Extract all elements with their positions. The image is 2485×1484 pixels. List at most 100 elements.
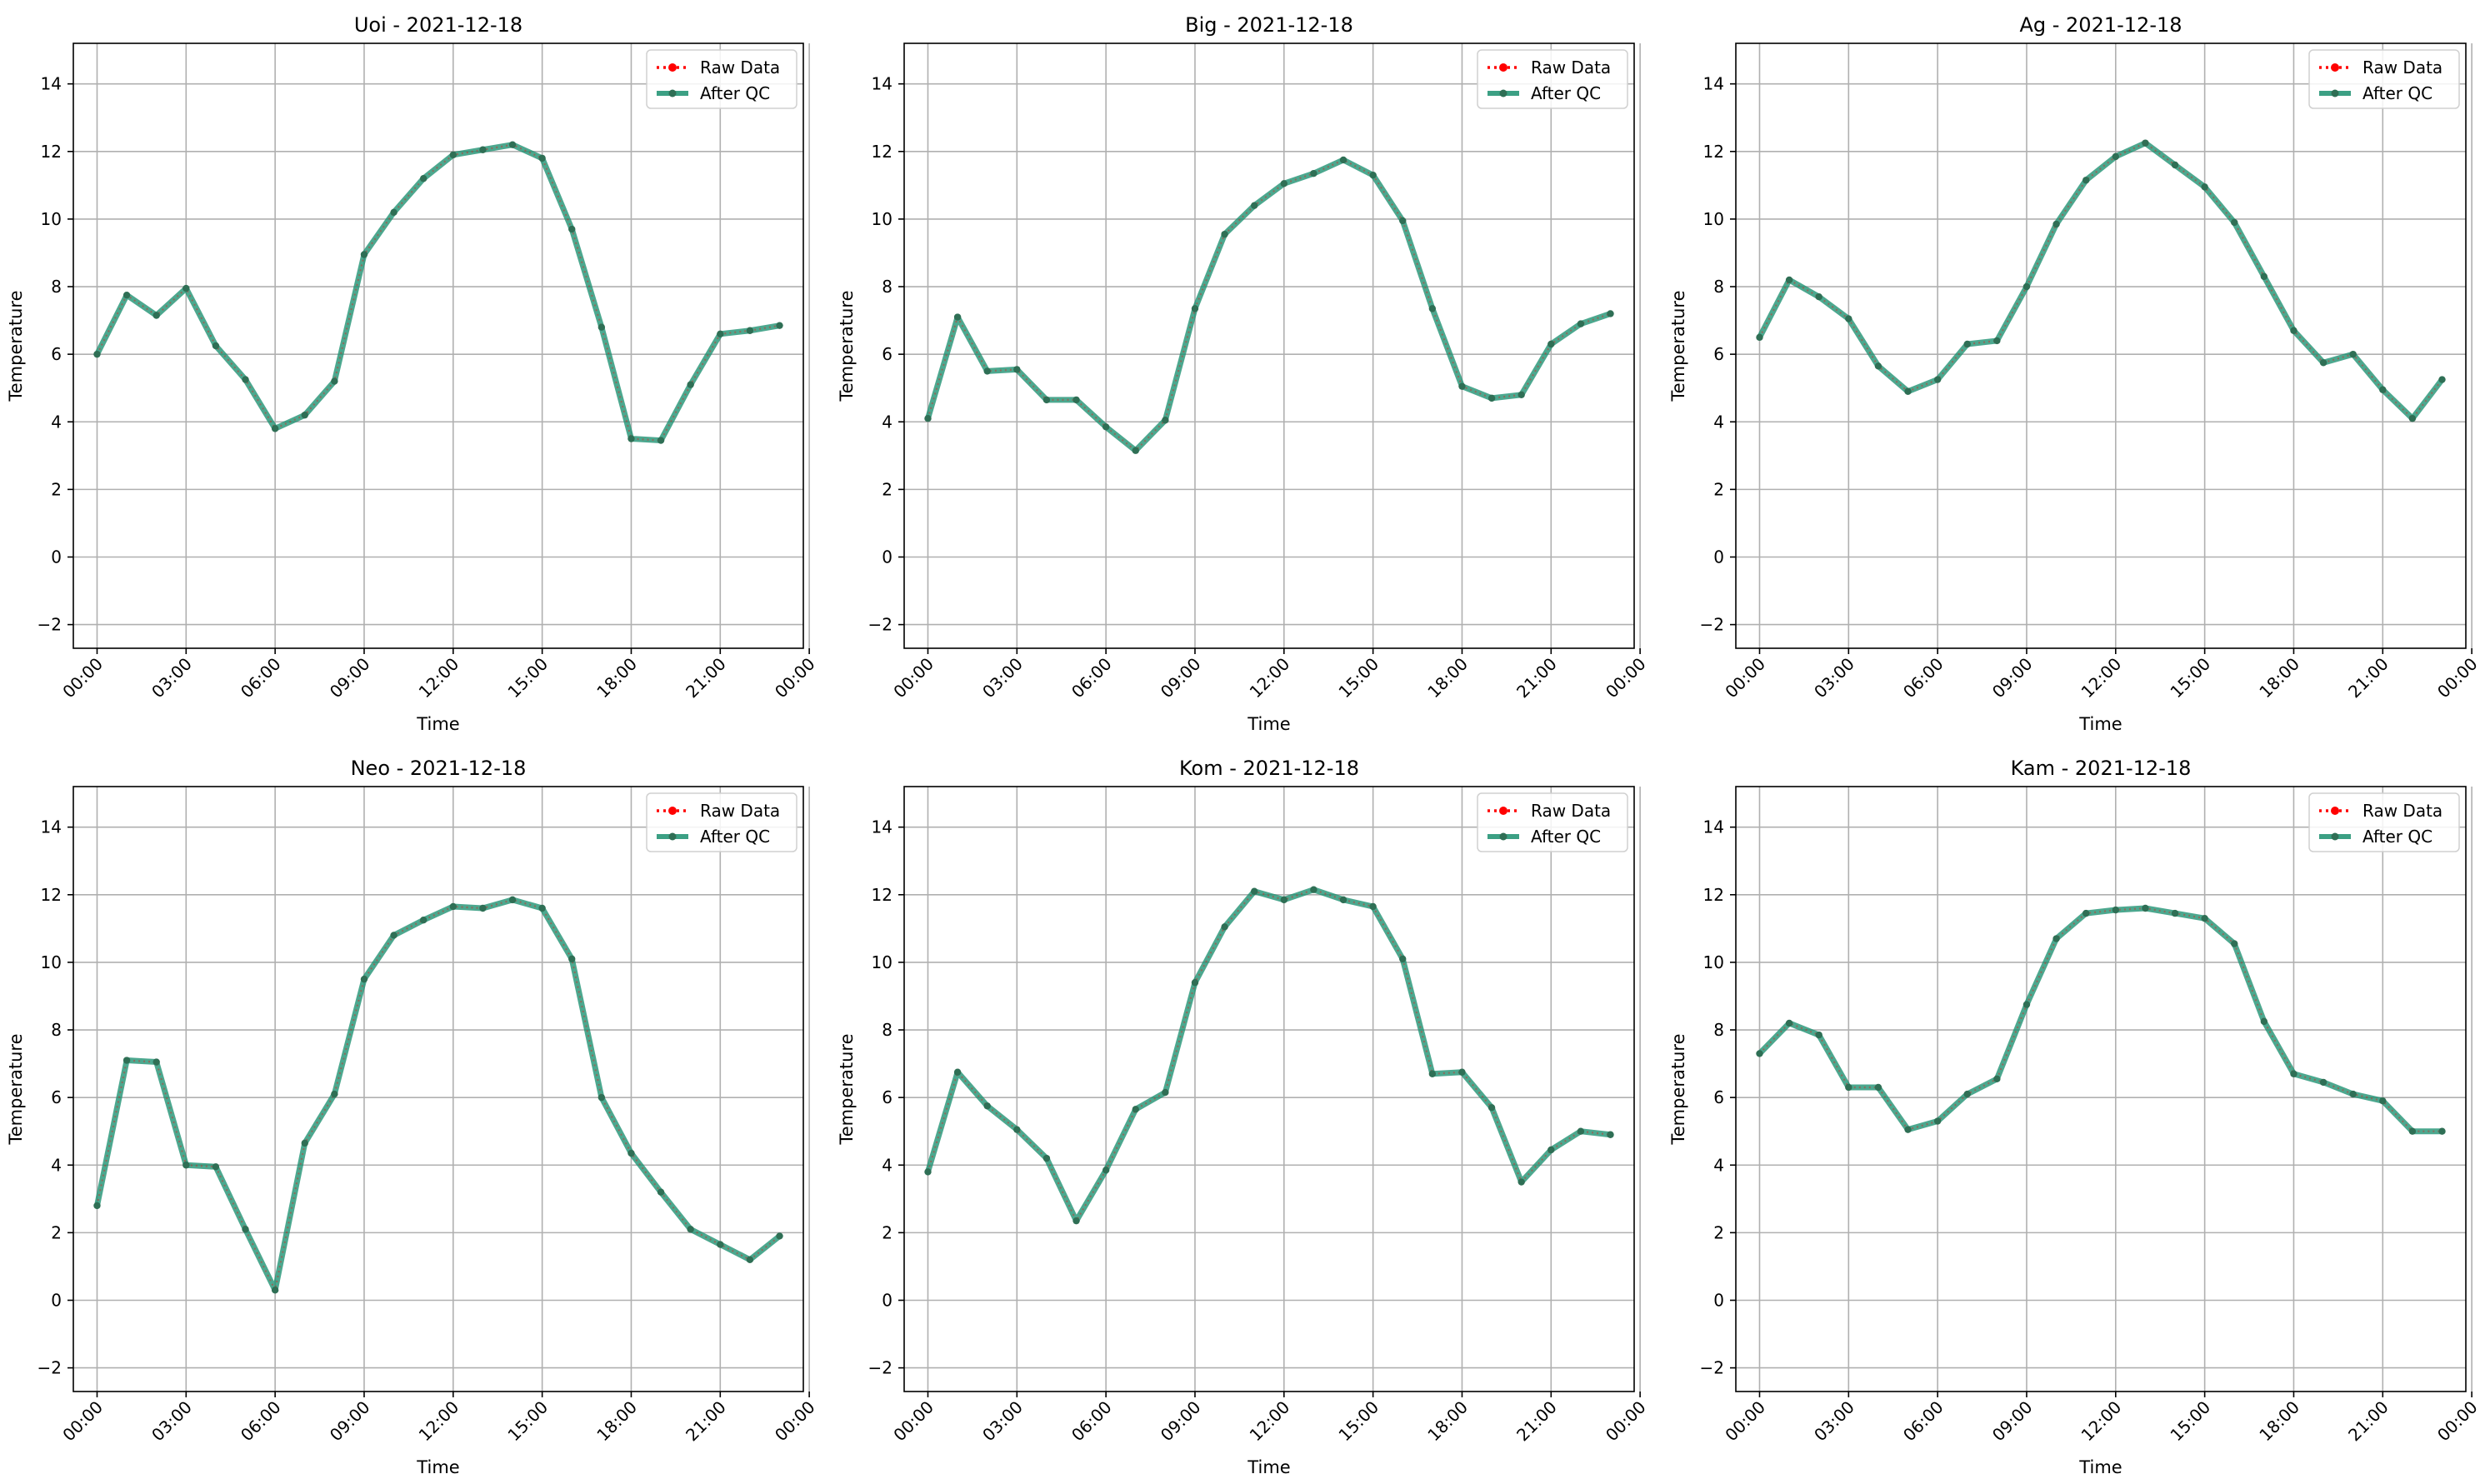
data-point xyxy=(2349,1090,2357,1098)
legend-label-after-qc: After QC xyxy=(1531,827,1601,847)
data-point xyxy=(2231,940,2238,947)
data-point xyxy=(242,1226,249,1233)
legend: Raw Data After QC xyxy=(2308,49,2460,109)
data-point xyxy=(1785,276,1793,284)
series-line-after-qc xyxy=(1757,140,2445,422)
x-tick-label: 03:00 xyxy=(1810,1397,1858,1446)
x-tick-label: 06:00 xyxy=(1899,654,1948,702)
legend-label-raw-data: Raw Data xyxy=(700,801,780,821)
y-tick-label: 14 xyxy=(872,74,892,94)
data-point xyxy=(2171,161,2179,169)
y-tick-label: 0 xyxy=(51,547,62,567)
x-tick-label: 00:00 xyxy=(58,654,107,702)
data-point xyxy=(1280,180,1288,187)
data-point xyxy=(1607,1131,1614,1138)
x-tick-label: 15:00 xyxy=(2166,1397,2214,1446)
x-tick-label: 18:00 xyxy=(2255,654,2303,702)
legend-label-after-qc: After QC xyxy=(2362,827,2432,847)
legend-marker-after-qc xyxy=(2331,832,2339,841)
data-point xyxy=(1488,1104,1496,1112)
legend-marker-after-qc xyxy=(1499,89,1508,97)
legend-label-after-qc: After QC xyxy=(700,827,770,847)
data-point xyxy=(93,1202,101,1210)
data-point xyxy=(1577,320,1585,327)
x-tick-label: 09:00 xyxy=(1988,1397,2037,1446)
y-tick-label: 4 xyxy=(1713,412,1724,432)
y-axis-label: Temperature xyxy=(1668,1033,1688,1145)
data-point xyxy=(1845,1083,1852,1092)
legend-label-raw-data: Raw Data xyxy=(1531,57,1611,77)
data-point xyxy=(2142,139,2149,147)
y-tick-label: 8 xyxy=(51,277,62,297)
x-tick-label: 06:00 xyxy=(237,654,285,702)
chart-title: Neo - 2021-12-18 xyxy=(351,757,527,780)
x-tick-label: 18:00 xyxy=(1423,654,1472,702)
chart-title: Ag - 2021-12-18 xyxy=(2019,13,2182,37)
legend: Raw Data After QC xyxy=(2308,792,2460,852)
x-tick-label: 09:00 xyxy=(1157,654,1205,702)
y-tick-label: 6 xyxy=(51,344,62,364)
y-tick-label: 2 xyxy=(51,1222,62,1242)
data-point xyxy=(1577,1127,1585,1135)
y-tick-label: −2 xyxy=(38,615,62,635)
x-tick-label: 00:00 xyxy=(771,1397,819,1446)
data-point xyxy=(538,154,546,162)
data-point xyxy=(2231,218,2238,227)
y-tick-label: 8 xyxy=(1713,1020,1724,1040)
data-point xyxy=(1428,1070,1437,1077)
x-tick-label: 00:00 xyxy=(1721,654,1769,702)
y-tick-label: 12 xyxy=(1703,885,1724,905)
data-point xyxy=(1845,315,1852,322)
data-point xyxy=(2052,935,2060,942)
data-point xyxy=(2438,376,2446,383)
plot-frame xyxy=(903,42,1635,649)
x-axis-label: Time xyxy=(1247,714,1290,734)
data-point xyxy=(301,1139,308,1147)
data-point xyxy=(1933,1117,1942,1125)
legend-marker-after-qc xyxy=(2331,89,2339,97)
data-point xyxy=(2349,350,2357,358)
y-tick-label: 12 xyxy=(41,142,62,162)
x-tick-label: 06:00 xyxy=(1899,1397,1948,1446)
series-line-after-qc xyxy=(925,157,1612,454)
data-point xyxy=(2319,1078,2328,1087)
data-point xyxy=(687,1226,694,1233)
data-point xyxy=(1904,1126,1912,1133)
data-point xyxy=(687,381,694,388)
data-point xyxy=(1072,1217,1080,1225)
data-point xyxy=(2022,1001,2031,1008)
data-point xyxy=(1607,310,1614,317)
x-axis-label: Time xyxy=(416,714,459,734)
data-point xyxy=(1458,1068,1466,1076)
data-point xyxy=(1874,362,1882,370)
y-tick-label: 2 xyxy=(1713,479,1724,499)
data-point xyxy=(2260,1017,2268,1026)
x-tick-label: 00:00 xyxy=(1602,654,1650,702)
data-point xyxy=(1785,1019,1793,1027)
x-axis-label: Time xyxy=(2078,1457,2122,1477)
legend-label-raw-data: Raw Data xyxy=(2362,57,2442,77)
data-point xyxy=(360,251,368,258)
x-tick-label: 00:00 xyxy=(2433,1397,2482,1446)
data-point xyxy=(1191,305,1199,312)
data-point xyxy=(419,917,428,924)
y-tick-label: 12 xyxy=(872,142,892,162)
x-tick-label: 00:00 xyxy=(2433,654,2482,702)
data-point xyxy=(746,327,754,334)
data-point xyxy=(271,1287,279,1294)
data-point xyxy=(568,955,576,963)
data-point xyxy=(628,435,635,442)
y-tick-label: 4 xyxy=(51,412,62,432)
x-tick-label: 12:00 xyxy=(415,654,463,702)
y-tick-label: 2 xyxy=(1713,1222,1724,1242)
legend: Raw Data After QC xyxy=(1477,49,1628,109)
data-point xyxy=(1250,202,1258,209)
data-point xyxy=(1132,1106,1139,1113)
data-point xyxy=(1042,396,1051,404)
x-tick-label: 00:00 xyxy=(889,654,938,702)
x-tick-label: 09:00 xyxy=(1157,1397,1205,1446)
data-point xyxy=(1132,447,1139,454)
data-point xyxy=(1162,417,1169,424)
plot-frame xyxy=(72,42,804,649)
data-point xyxy=(1548,1146,1555,1154)
